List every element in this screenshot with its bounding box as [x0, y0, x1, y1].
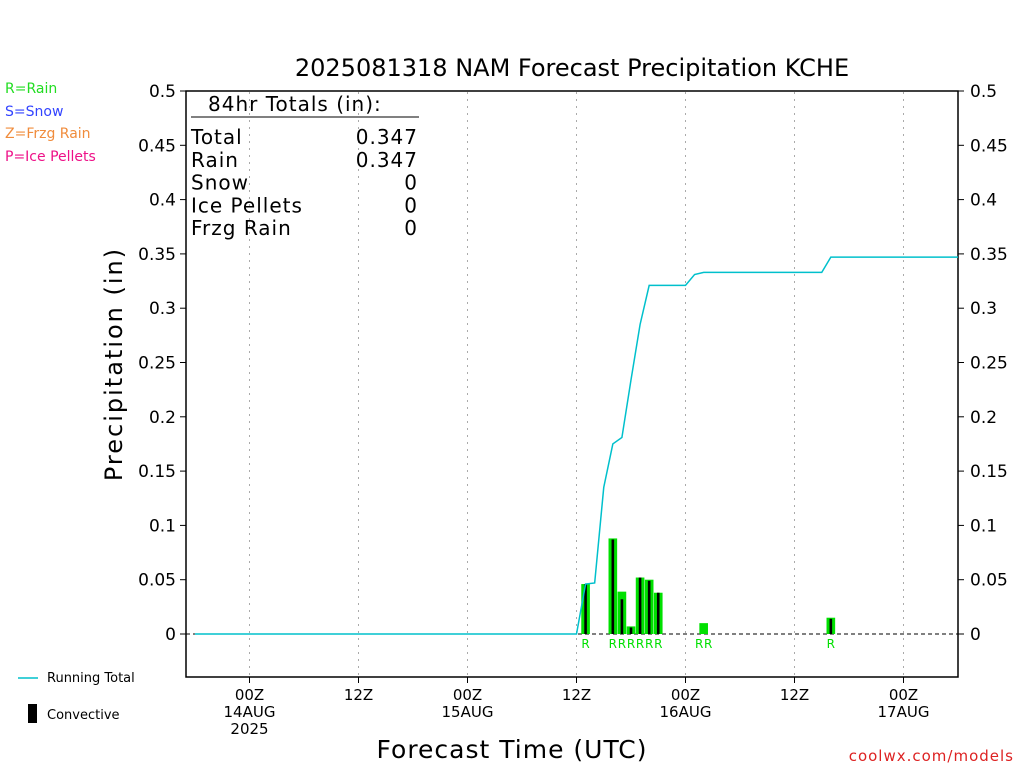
type-legend-item-0: R=Rain: [5, 81, 58, 97]
totals-header: 84hr Totals (in):: [208, 92, 382, 116]
precip-type-label-1: R: [609, 637, 617, 651]
totals-value-0: 0.347: [356, 125, 418, 149]
type-legend-item-1: S=Snow: [5, 103, 64, 120]
totals-value-1: 0.347: [356, 148, 418, 172]
x-tick-label-1-0: 12Z: [344, 686, 373, 704]
convective-bar-1: [611, 539, 615, 634]
totals-label-0: Total: [190, 125, 243, 149]
y-tick-label-left-1: 0.45: [138, 136, 176, 156]
precip-type-label-4: R: [636, 637, 644, 651]
totals-label-3: Ice Pellets: [191, 193, 303, 217]
convective-bar-0: [584, 584, 587, 634]
y-tick-label-left-4: 0.3: [149, 299, 176, 319]
y-tick-label-left-10: 0: [165, 625, 176, 645]
y-tick-label-right-3: 0.35: [970, 245, 1008, 265]
y-tick-label-right-6: 0.2: [970, 408, 997, 428]
precip-type-label-9: R: [827, 637, 835, 651]
type-legend-item-2: Z=Frzg Rain: [5, 126, 91, 143]
convective-bar-6: [656, 592, 660, 634]
convective-bar-2: [620, 599, 624, 634]
precip-type-label-8: R: [704, 637, 712, 651]
x-tick-label-3-0: 12Z: [562, 686, 591, 704]
plot-frame: [185, 90, 959, 678]
vertical-gridlines: [249, 92, 904, 676]
x-tick-label-2-0: 00Z: [453, 686, 482, 704]
convective-bar-3: [629, 627, 633, 634]
precip-type-label-7: R: [695, 637, 703, 651]
type-legend-item-3: P=Ice Pellets: [5, 148, 96, 165]
y-tick-label-left-9: 0.05: [138, 571, 176, 591]
y-tick-label-right-4: 0.3: [970, 299, 997, 319]
totals-value-3: 0: [404, 193, 418, 217]
x-tick-label-0-0: 00Z: [235, 686, 264, 704]
y-tick-label-right-0: 0.5: [970, 82, 997, 102]
totals-label-1: Rain: [191, 148, 239, 172]
x-tick-label-4-0: 00Z: [671, 686, 700, 704]
running-total-line: [195, 256, 958, 635]
totals-box: 84hr Totals (in): Total 0.347 Rain 0.347 Sno…: [190, 92, 419, 240]
y-tick-label-left-5: 0.25: [138, 354, 176, 374]
y-tick-label-left-0: 0.5: [149, 82, 176, 102]
totals-label-4: Frzg Rain: [191, 216, 292, 240]
precip-type-label-6: R: [654, 637, 662, 651]
x-tick-label-0-2: 2025: [230, 720, 268, 738]
x-tick-label-5-0: 12Z: [780, 686, 809, 704]
precip-type-label-0: R: [581, 637, 589, 651]
x-axis-label: Forecast Time (UTC): [377, 735, 648, 764]
x-tick-label-0-1: 14AUG: [224, 703, 276, 721]
y-axis-left: 0.5 0.45 0.4 0.35 0.3 0.25 0.2 0.15 0.1 0.05 0: [138, 82, 186, 645]
totals-value-4: 0: [404, 216, 418, 240]
y-tick-label-right-2: 0.4: [970, 191, 997, 211]
precip-type-label-5: R: [645, 637, 653, 651]
convective-swatch: [28, 704, 37, 723]
running-total-legend-label: Running Total: [47, 671, 135, 686]
totals-value-2: 0: [404, 171, 418, 195]
y-tick-label-right-10: 0: [970, 625, 981, 645]
convective-legend-label: Convective: [47, 708, 120, 723]
x-tick-label-2-1: 15AUG: [442, 703, 494, 721]
y-tick-label-right-5: 0.25: [970, 354, 1008, 374]
precip-type-label-3: R: [627, 637, 635, 651]
credit-text: coolwx.com/models: [849, 747, 1014, 765]
y-tick-label-left-8: 0.1: [149, 516, 176, 536]
series-legend: Running Total Convective: [18, 671, 135, 723]
totals-label-2: Snow: [191, 171, 249, 195]
totals-rows: Total 0.347 Rain 0.347 Snow 0 Ice Pellets 0 Frzg…: [190, 125, 418, 240]
precip-bars: [581, 538, 836, 634]
convective-bar-8: [829, 618, 833, 634]
y-tick-label-right-1: 0.45: [970, 136, 1008, 156]
convective-bar-4: [638, 577, 642, 634]
y-tick-label-left-3: 0.35: [138, 245, 176, 265]
x-tick-label-4-1: 16AUG: [660, 703, 712, 721]
precip-type-label-2: R: [618, 637, 626, 651]
y-axis-label: Precipitation (in): [100, 247, 128, 481]
convective-bar-5: [647, 580, 651, 634]
y-tick-label-left-2: 0.4: [149, 191, 176, 211]
y-tick-label-right-8: 0.1: [970, 516, 997, 536]
y-tick-label-right-7: 0.15: [970, 462, 1008, 482]
precip-bar-7: [699, 623, 708, 634]
y-tick-label-left-7: 0.15: [138, 462, 176, 482]
y-tick-label-left-6: 0.2: [149, 408, 176, 428]
y-tick-label-right-9: 0.05: [970, 571, 1008, 591]
y-axis-right: 0.5 0.45 0.4 0.35 0.3 0.25 0.2 0.15 0.1 0.05 0: [958, 82, 1008, 645]
x-tick-label-6-1: 17AUG: [878, 703, 930, 721]
x-tick-label-6-0: 00Z: [889, 686, 918, 704]
chart-title: 2025081318 NAM Forecast Precipitation KC…: [295, 54, 849, 82]
